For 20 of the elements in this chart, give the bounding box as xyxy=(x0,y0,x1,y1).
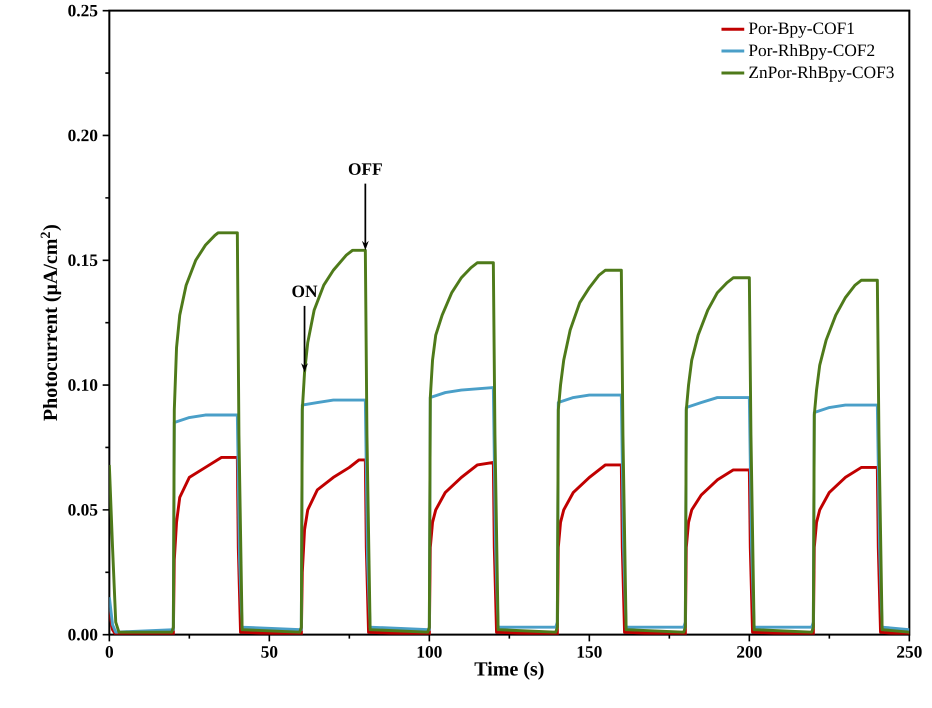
legend-label: Por-RhBpy-COF2 xyxy=(748,44,874,60)
x-tick-label: 100 xyxy=(418,646,442,658)
y-tick-label: 0.20 xyxy=(68,130,98,142)
x-tick-label: 200 xyxy=(737,646,762,658)
x-tick-label: 250 xyxy=(897,646,922,658)
legend-label: Por-Bpy-COF1 xyxy=(748,22,854,38)
x-tick-label: 50 xyxy=(261,646,278,658)
y-tick-label: 0.05 xyxy=(68,504,98,516)
y-tick-label: 0.25 xyxy=(68,4,98,17)
legend-label: ZnPor-RhBpy-COF3 xyxy=(749,66,894,82)
y-axis-title: Photocurrent (μA/cm$^{2}$) xyxy=(40,225,62,421)
annotation: OFF xyxy=(348,163,382,175)
y-tick-label: 0.10 xyxy=(68,379,98,391)
y-tick-label: 0.00 xyxy=(68,628,98,641)
y-tick-label: 0.15 xyxy=(68,254,98,266)
x-tick-label: 150 xyxy=(578,646,602,658)
x-tick-label: 0 xyxy=(106,646,114,658)
line-series xyxy=(109,231,910,634)
annotation: ON xyxy=(292,286,318,298)
x-axis-title: Time (s) xyxy=(474,662,544,680)
